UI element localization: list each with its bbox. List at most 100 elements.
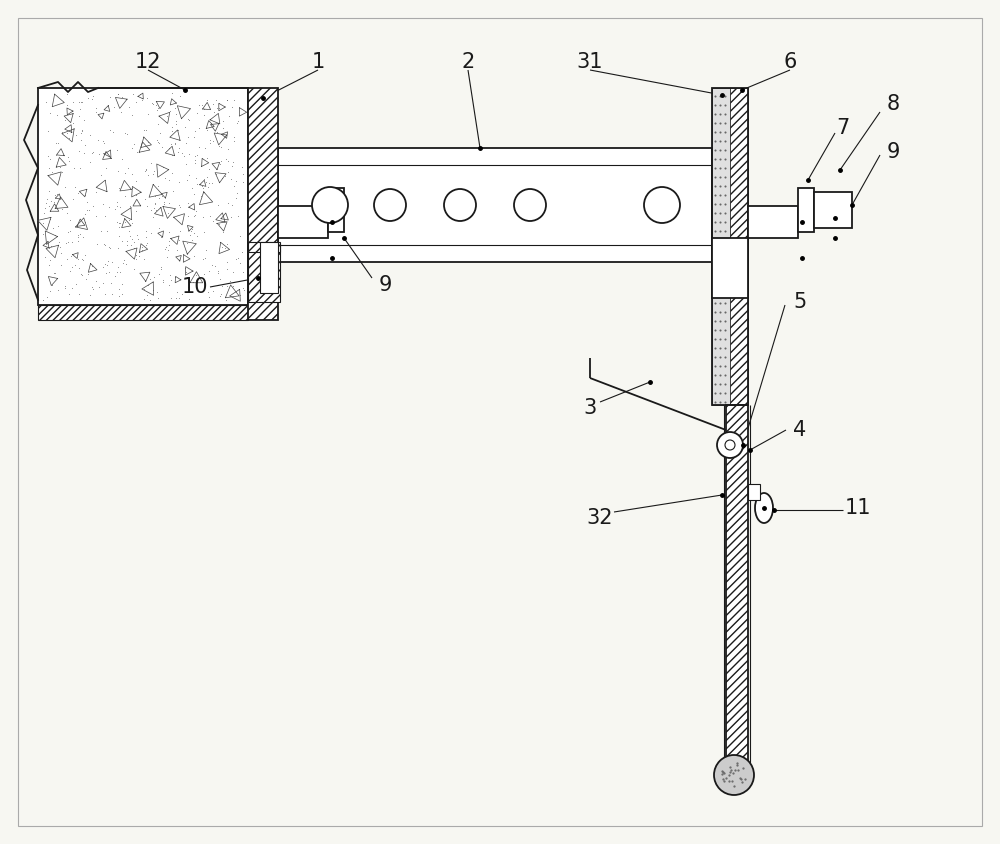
Point bbox=[101, 201, 117, 214]
Point bbox=[139, 199, 155, 213]
Point bbox=[61, 287, 77, 300]
Point bbox=[160, 243, 176, 257]
Text: 10: 10 bbox=[182, 277, 208, 297]
Point bbox=[140, 278, 156, 291]
Point bbox=[85, 89, 101, 102]
Point bbox=[39, 192, 55, 206]
Point bbox=[181, 113, 197, 127]
Point bbox=[50, 219, 66, 233]
Point bbox=[78, 272, 94, 285]
Point bbox=[168, 116, 184, 130]
Point bbox=[201, 176, 217, 190]
Bar bbox=[248, 244, 280, 302]
Point bbox=[60, 235, 76, 249]
Point bbox=[54, 165, 70, 179]
Point bbox=[138, 224, 154, 237]
Point bbox=[232, 288, 248, 301]
Point bbox=[181, 168, 197, 181]
Point bbox=[189, 149, 205, 162]
Point bbox=[130, 232, 146, 246]
Point bbox=[66, 161, 82, 175]
Point bbox=[199, 170, 215, 183]
Point bbox=[188, 203, 204, 217]
Circle shape bbox=[444, 189, 476, 221]
Point bbox=[151, 267, 167, 280]
Point bbox=[211, 101, 227, 115]
Point bbox=[203, 116, 219, 130]
Point bbox=[199, 123, 215, 137]
Point bbox=[136, 283, 152, 296]
Point bbox=[230, 252, 246, 265]
Point bbox=[118, 257, 134, 271]
Point bbox=[72, 161, 88, 175]
Point bbox=[89, 237, 105, 251]
Point bbox=[148, 203, 164, 216]
Point bbox=[213, 154, 229, 168]
Point bbox=[63, 250, 79, 263]
Point bbox=[234, 160, 250, 173]
Point bbox=[79, 203, 95, 217]
Point bbox=[121, 224, 137, 237]
Point bbox=[117, 166, 133, 180]
Point bbox=[168, 115, 184, 128]
Point bbox=[57, 281, 73, 295]
Point bbox=[208, 168, 224, 181]
Point bbox=[110, 260, 126, 273]
Point bbox=[159, 251, 175, 264]
Point bbox=[64, 260, 80, 273]
Point bbox=[195, 181, 211, 194]
Point bbox=[218, 293, 234, 306]
Point bbox=[187, 156, 203, 170]
Point bbox=[122, 200, 138, 214]
Point bbox=[125, 87, 141, 100]
Point bbox=[150, 101, 166, 115]
Point bbox=[187, 149, 203, 162]
Point bbox=[189, 177, 205, 191]
Point bbox=[115, 256, 131, 269]
Point bbox=[38, 196, 54, 209]
Point bbox=[219, 279, 235, 293]
Point bbox=[60, 225, 76, 239]
Point bbox=[52, 160, 68, 174]
Point bbox=[164, 86, 180, 100]
Point bbox=[215, 122, 231, 135]
Point bbox=[225, 279, 241, 293]
Point bbox=[149, 103, 165, 116]
Point bbox=[138, 123, 154, 137]
Point bbox=[144, 96, 160, 110]
Point bbox=[97, 210, 113, 224]
Point bbox=[134, 243, 150, 257]
Text: 1: 1 bbox=[311, 52, 325, 72]
Point bbox=[178, 157, 194, 170]
Point bbox=[161, 279, 177, 292]
Point bbox=[102, 90, 118, 104]
Point bbox=[198, 175, 214, 188]
Point bbox=[93, 225, 109, 238]
Point bbox=[156, 195, 172, 208]
Point bbox=[110, 241, 126, 255]
Point bbox=[59, 127, 75, 140]
Point bbox=[41, 241, 57, 255]
Point bbox=[137, 165, 153, 178]
Text: 7: 7 bbox=[836, 118, 850, 138]
Point bbox=[43, 239, 59, 252]
Point bbox=[113, 105, 129, 118]
Point bbox=[67, 258, 83, 272]
Point bbox=[54, 203, 70, 216]
Point bbox=[112, 265, 128, 279]
Bar bbox=[748, 484, 760, 500]
Point bbox=[228, 252, 244, 266]
Point bbox=[214, 241, 230, 254]
Point bbox=[171, 198, 187, 212]
Point bbox=[169, 243, 185, 257]
Point bbox=[41, 185, 57, 198]
Point bbox=[208, 94, 224, 107]
Point bbox=[163, 291, 179, 305]
Bar bbox=[712, 238, 748, 298]
Point bbox=[82, 289, 98, 302]
Point bbox=[167, 137, 183, 150]
Point bbox=[134, 93, 150, 106]
Circle shape bbox=[717, 432, 743, 458]
Point bbox=[228, 192, 244, 205]
Point bbox=[186, 249, 202, 262]
